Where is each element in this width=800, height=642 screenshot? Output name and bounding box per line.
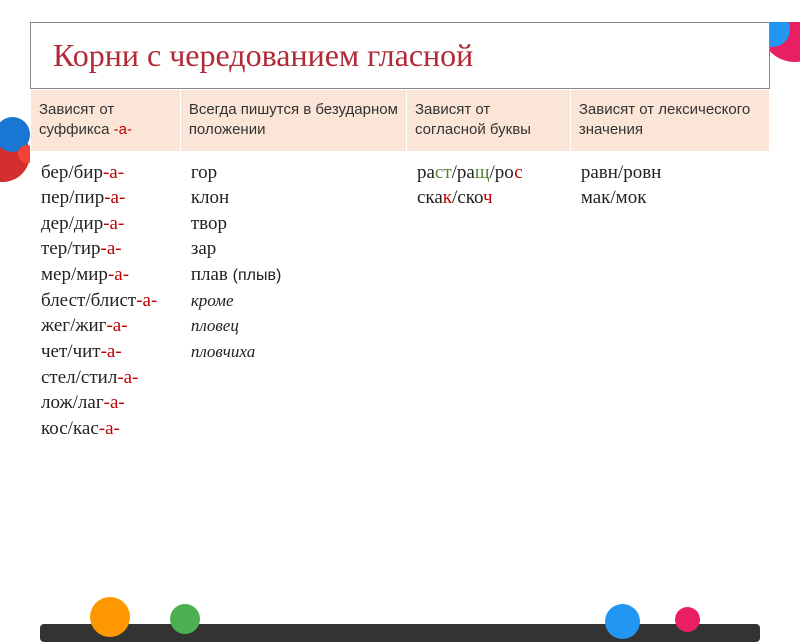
title-box: Корни с чередованием гласной (30, 22, 770, 89)
suffix-a: -а- (114, 121, 132, 138)
header-row: Зависят от суффикса -а- Всегда пишутся в… (31, 90, 770, 152)
data-row: бер/бир-а-пер/пир-а-дер/дир-а-тер/тир-а-… (31, 151, 770, 450)
cell-lexical-roots: равн/ровн мак/мок (570, 151, 769, 450)
cell-stress-roots: гор клон твор зар плав (плыв) кроме плов… (180, 151, 406, 450)
col-header-3: Зависят от согласной буквы (406, 90, 570, 152)
cell-consonant-roots: раст/ращ/рос скак/скоч (406, 151, 570, 450)
col-header-1: Зависят от суффикса -а- (31, 90, 181, 152)
page-title: Корни с чередованием гласной (53, 37, 747, 74)
col-header-2: Всегда пишутся в безударном положении (180, 90, 406, 152)
alternation-table: Зависят от суффикса -а- Всегда пишутся в… (30, 89, 770, 451)
cell-suffix-roots: бер/бир-а-пер/пир-а-дер/дир-а-тер/тир-а-… (31, 151, 181, 450)
col-header-4: Зависят от лексического значения (570, 90, 769, 152)
